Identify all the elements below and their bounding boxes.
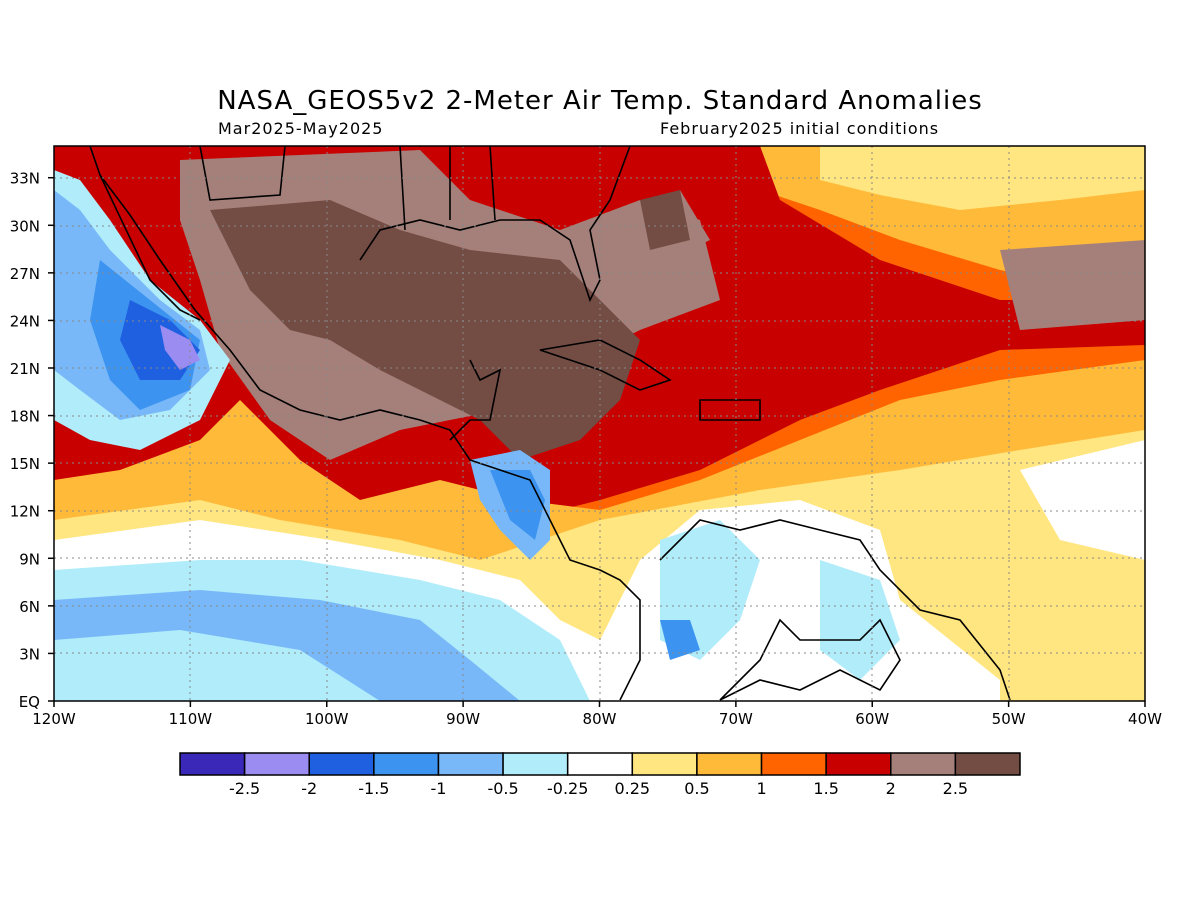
colorbar-label: 2 [886, 779, 896, 798]
lon-tick-label: 50W [992, 710, 1026, 728]
lat-tick-label: 6N [19, 598, 40, 616]
lat-tick-label: 3N [19, 645, 40, 663]
lat-tick-label: 15N [10, 455, 40, 473]
lon-tick-label: 110W [169, 710, 213, 728]
colorbar-swatch [308, 752, 375, 776]
lon-tick-label: 60W [855, 710, 889, 728]
colorbar-swatch [566, 752, 634, 776]
colorbar-swatch [890, 752, 957, 776]
lat-tick-label: 18N [10, 408, 40, 426]
map-title: NASA_GEOS5v2 2-Meter Air Temp. Standard … [217, 86, 983, 116]
colorbar-swatch [760, 752, 827, 776]
lon-tick-label: 120W [32, 710, 76, 728]
colorbar-label: 1 [756, 779, 766, 798]
lat-tick-label: 24N [10, 312, 40, 330]
colorbar-label: -2 [301, 779, 317, 798]
initial-conditions: February2025 initial conditions [660, 119, 940, 138]
colorbar-swatch [696, 752, 763, 776]
colorbar-swatch [825, 752, 892, 776]
lon-tick-label: 80W [583, 710, 617, 728]
colorbar-label: -0.25 [547, 779, 588, 798]
colorbar-label: 2.5 [943, 779, 968, 798]
colorbar-label: 0.5 [684, 779, 709, 798]
colorbar-swatch [437, 752, 504, 776]
lat-tick-label: 9N [19, 550, 40, 568]
lat-axis: 33N 30N 27N 24N 21N 18N 15N 12N 9N 6N 3N EQ [10, 170, 54, 711]
colorbar-label: 1.5 [813, 779, 838, 798]
lat-tick-label: 27N [10, 265, 40, 283]
colorbar-label: 0.25 [614, 779, 650, 798]
colorbar-label: -0.5 [487, 779, 518, 798]
colorbar-swatch [502, 752, 569, 776]
lat-tick-label: 12N [10, 503, 40, 521]
lat-tick-label: EQ [19, 693, 40, 711]
gridlines [54, 146, 1145, 701]
lat-tick-label: 30N [10, 217, 40, 235]
colorbar-swatch [179, 752, 246, 776]
lat-tick-label: 21N [10, 360, 40, 378]
colorbar-label: -1 [430, 779, 446, 798]
colorbar-swatch [243, 752, 310, 776]
colorbar-swatch [373, 752, 440, 776]
lon-tick-label: 90W [446, 710, 480, 728]
lon-tick-label: 100W [305, 710, 349, 728]
lon-axis: 120W 110W 100W 90W 80W 70W 60W 50W 40W [32, 701, 1162, 728]
colorbar-label: -1.5 [358, 779, 389, 798]
lon-tick-label: 70W [719, 710, 753, 728]
colorbar-swatch [631, 752, 698, 776]
lon-tick-label: 40W [1128, 710, 1162, 728]
colorbar: -2.5 -2 -1.5 -1 -0.5 -0.25 0.25 0.5 1 1.5 2 2.5 [179, 752, 1021, 798]
lat-tick-label: 33N [10, 170, 40, 188]
colorbar-label: -2.5 [229, 779, 260, 798]
colorbar-swatch [954, 752, 1021, 776]
forecast-period: Mar2025-May2025 [218, 119, 384, 138]
